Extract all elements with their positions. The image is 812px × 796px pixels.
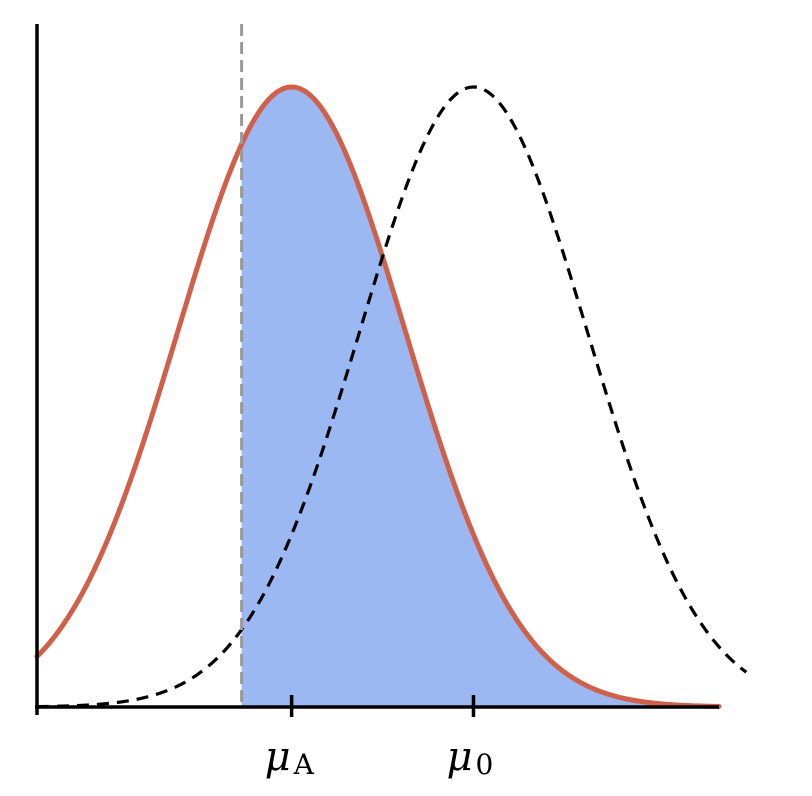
dashed-distribution-curve (36, 85, 748, 709)
x-tick-label: μ (265, 734, 291, 780)
shaded-region (241, 87, 719, 707)
solid-distribution-curve (34, 84, 722, 709)
x-tick-label-subscript: A (293, 748, 315, 781)
x-tick-label-subscript: 0 (475, 748, 493, 781)
x-tick-label: μ (446, 734, 472, 780)
